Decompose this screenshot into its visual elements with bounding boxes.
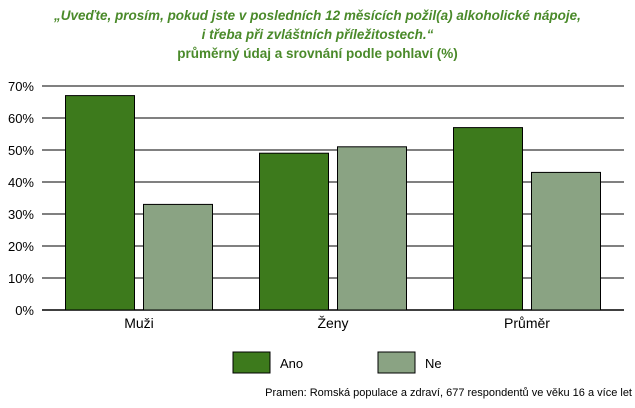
legend-label-ano: Ano bbox=[280, 356, 303, 371]
y-tick-labels: 0% 10% 20% 30% 40% 50% 60% 70% bbox=[8, 79, 34, 318]
title-line-3: průměrný údaj a srovnání podle pohlaví (… bbox=[177, 46, 458, 61]
y-tick-label: 70% bbox=[8, 79, 34, 94]
y-tick-label: 30% bbox=[8, 207, 34, 222]
source-note: Pramen: Romská populace a zdraví, 677 re… bbox=[265, 387, 632, 399]
y-tick-label: 60% bbox=[8, 111, 34, 126]
legend-swatch-ano bbox=[232, 351, 271, 374]
bar-ne-1 bbox=[143, 203, 213, 311]
chart-title: „Uveďte, prosím, pokud jste v posledních… bbox=[0, 6, 635, 63]
y-tick-label: 50% bbox=[8, 143, 34, 158]
bar-ano-2 bbox=[259, 152, 329, 311]
bar-ano-1 bbox=[65, 95, 135, 311]
bar-ne-3 bbox=[531, 171, 601, 311]
gridlines bbox=[42, 85, 624, 311]
x-tick-label: Muži bbox=[124, 315, 154, 331]
bar-ano-3 bbox=[453, 127, 523, 311]
y-tick-label: 40% bbox=[8, 175, 34, 190]
y-tick-label: 20% bbox=[8, 239, 34, 254]
x-tick-labels: Muži Ženy Průměr bbox=[124, 315, 550, 331]
bar-ne-2 bbox=[337, 146, 407, 311]
legend-swatch-ne bbox=[377, 351, 416, 374]
x-tick-label: Průměr bbox=[504, 315, 550, 331]
legend-label-ne: Ne bbox=[425, 356, 442, 371]
legend: Ano Ne bbox=[232, 351, 442, 374]
title-line-1: „Uveďte, prosím, pokud jste v posledních… bbox=[54, 8, 581, 23]
x-tick-label: Ženy bbox=[317, 315, 348, 331]
title-line-2: i třeba při zvláštních příležitostech.“ bbox=[201, 27, 434, 42]
y-tick-label: 10% bbox=[8, 271, 34, 286]
bars bbox=[65, 95, 601, 311]
y-tick-label: 0% bbox=[15, 303, 34, 318]
